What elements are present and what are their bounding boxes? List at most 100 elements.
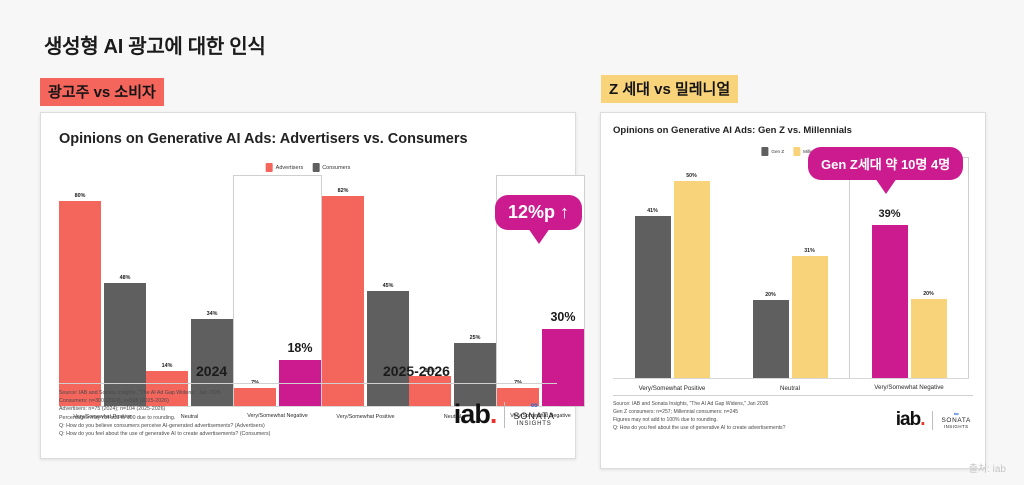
bar-advertisers [322, 195, 364, 407]
bar-item: 7% [234, 176, 276, 406]
bar-value-label: 25% [469, 334, 481, 341]
x-axis-label: Very/Somewhat Positive [336, 414, 395, 420]
legend-label-consumers: Consumers [322, 164, 351, 171]
logo-group-left: iab. ∞ SONATA INSIGHTS [454, 399, 555, 430]
legend-item-advertisers: Advertisers [265, 163, 304, 172]
bar-group: 80% 48% Very/Somewhat Positive [59, 175, 146, 420]
footnote-line: Source: IAB and Sonata Insights, "The AI… [59, 390, 221, 396]
x-axis-label: Neutral [180, 414, 199, 420]
bar-value-label: 14% [161, 362, 173, 369]
bar-value-label: 82% [337, 187, 349, 194]
iab-dot-icon: . [489, 399, 497, 429]
bar-gen-z [634, 216, 671, 379]
bar-consumers [104, 283, 146, 407]
logo-divider-left [504, 401, 506, 428]
bar-value-label: 48% [119, 275, 131, 282]
iab-logo-left: iab. [453, 399, 497, 429]
sonata-glyph-icon: ∞ [530, 400, 538, 412]
page-title: 생성형 AI 광고에 대한 인식 [44, 36, 266, 58]
footnote-line: Consumers: n=300 (2024); n=505 (2025-202… [59, 398, 169, 405]
footnote-line: Figures may not add to 100% due to round… [613, 416, 718, 423]
bar-item: 45% [367, 175, 409, 407]
section-tag-advertisers-vs-consumers: 광고주 vs 소비자 [40, 78, 164, 106]
x-axis-label: Neutral [443, 414, 462, 420]
chart-title-right: Opinions on Generative AI Ads: Gen Z vs.… [613, 125, 852, 136]
sonata-name: SONATA [513, 410, 555, 421]
logo-group-right: iab. ∞ SONATA INSIGHTS [896, 409, 971, 431]
section-tag-genz-vs-millennials: Z 세대 vs 밀레니얼 [601, 75, 739, 103]
bar-item: 41% [634, 157, 671, 379]
source-attribution: 출처: iab [968, 464, 1006, 475]
bar-item: 18% [279, 176, 321, 406]
bar-item: 80% [59, 175, 101, 407]
legend-swatch-millennials [793, 147, 801, 156]
bar-item: 30% [542, 176, 584, 406]
callout-genz-note: Gen Z세대 약 10명 4명 [808, 147, 964, 180]
legend-swatch-genz [761, 147, 769, 156]
chart-title-left: Opinions on Generative AI Ads: Advertise… [59, 131, 468, 147]
sonata-logo-right: ∞ SONATA INSIGHTS [941, 411, 971, 430]
bar-item: 14% [146, 175, 188, 407]
sonata-subname: INSIGHTS [516, 421, 552, 428]
bar-consumers [191, 319, 233, 407]
iab-logo-right: iab. [895, 409, 926, 430]
bar-group: 12% 25% Neutral [409, 175, 496, 420]
chart-legend-left: Advertisers Consumers [265, 163, 350, 172]
bar-advertisers [234, 388, 276, 406]
x-axis-label: Very/Somewhat Negative [510, 413, 571, 419]
x-axis-left [59, 406, 559, 407]
footnote-line: Gen Z consumers: n=257; Millennial consu… [613, 408, 739, 415]
bar-millennials [910, 299, 947, 378]
bar-value-label: 18% [287, 341, 313, 355]
iab-dot-icon-right: . [920, 409, 925, 430]
bar-item: 34% [191, 175, 233, 407]
x-axis-label: Very/Somewhat Negative [247, 413, 308, 419]
footer-divider-left [59, 383, 557, 384]
x-axis-label: Neutral [780, 385, 800, 392]
x-axis-label: Very/Somewhat Positive [638, 385, 706, 392]
legend-label-advertisers: Advertisers [275, 164, 304, 171]
bar-millennials [673, 180, 710, 379]
bar-item: 48% [104, 175, 146, 407]
bar-item: 82% [322, 175, 364, 407]
bar-value-label: 20% [923, 291, 934, 298]
footnote-line: Percentages may not add to 100 due to ro… [59, 414, 176, 421]
bar-item: 39% [871, 158, 908, 378]
bar-value-label: 39% [878, 207, 901, 220]
bar-value-label: 12% [424, 368, 436, 375]
bar-item: 20% [752, 157, 789, 379]
bar-millennials [791, 256, 828, 379]
footer-divider-right [613, 395, 973, 396]
bar-item: 31% [791, 157, 828, 379]
bar-group: 39% 20% Very/Somewhat Negative [849, 157, 969, 391]
bar-item: 20% [910, 158, 947, 378]
bar-value-label: 45% [382, 283, 394, 289]
legend-item-consumers: Consumers [312, 163, 350, 172]
bar-value-label: 34% [206, 311, 218, 318]
bar-group: 20% 31% Neutral [731, 157, 849, 392]
callout-delta-left: 12%p ↑ [495, 195, 583, 230]
bar-item: 12% [409, 175, 451, 407]
sonata-glyph-icon-right: ∞ [953, 410, 959, 418]
bar-value-label: 80% [74, 192, 86, 199]
bar-consumers [367, 291, 409, 407]
plot-area-left: 80% 48% Very/Somewhat Positive 14% 34% Neutra… [59, 175, 585, 420]
bar-advertisers [409, 376, 451, 407]
chart-footnotes-left: Source: IAB and Sonata Insights, "The AI… [59, 389, 270, 438]
footnote-line: Q: How do you believe consumers perceive… [59, 422, 265, 429]
bar-item: 50% [673, 157, 710, 379]
plot-area-right: 41% 50% Very/Somewhat Positive 20% 31% Neutra… [613, 157, 969, 392]
chart-card-advertisers-vs-consumers: Opinions on Generative AI Ads: Advertise… [40, 112, 585, 459]
x-axis-label: Very/Somewhat Positive [73, 414, 132, 420]
bar-group: 41% 50% Very/Somewhat Positive [613, 157, 731, 392]
footnote-line: Advertisers: n=75 (2024); n=104 (2025-20… [59, 406, 166, 413]
bar-advertisers [59, 200, 101, 407]
bar-advertisers [497, 388, 539, 406]
bar-value-label: 30% [550, 310, 576, 325]
legend-swatch-advertisers [265, 163, 273, 172]
footnote-line: Q: How do you feel about the use of gene… [613, 424, 786, 431]
bar-groups-left: 80% 48% Very/Somewhat Positive 14% 34% Neutra… [59, 175, 585, 420]
bar-value-label: 41% [647, 208, 658, 215]
bar-consumers [454, 342, 496, 407]
bar-consumers [542, 329, 584, 406]
